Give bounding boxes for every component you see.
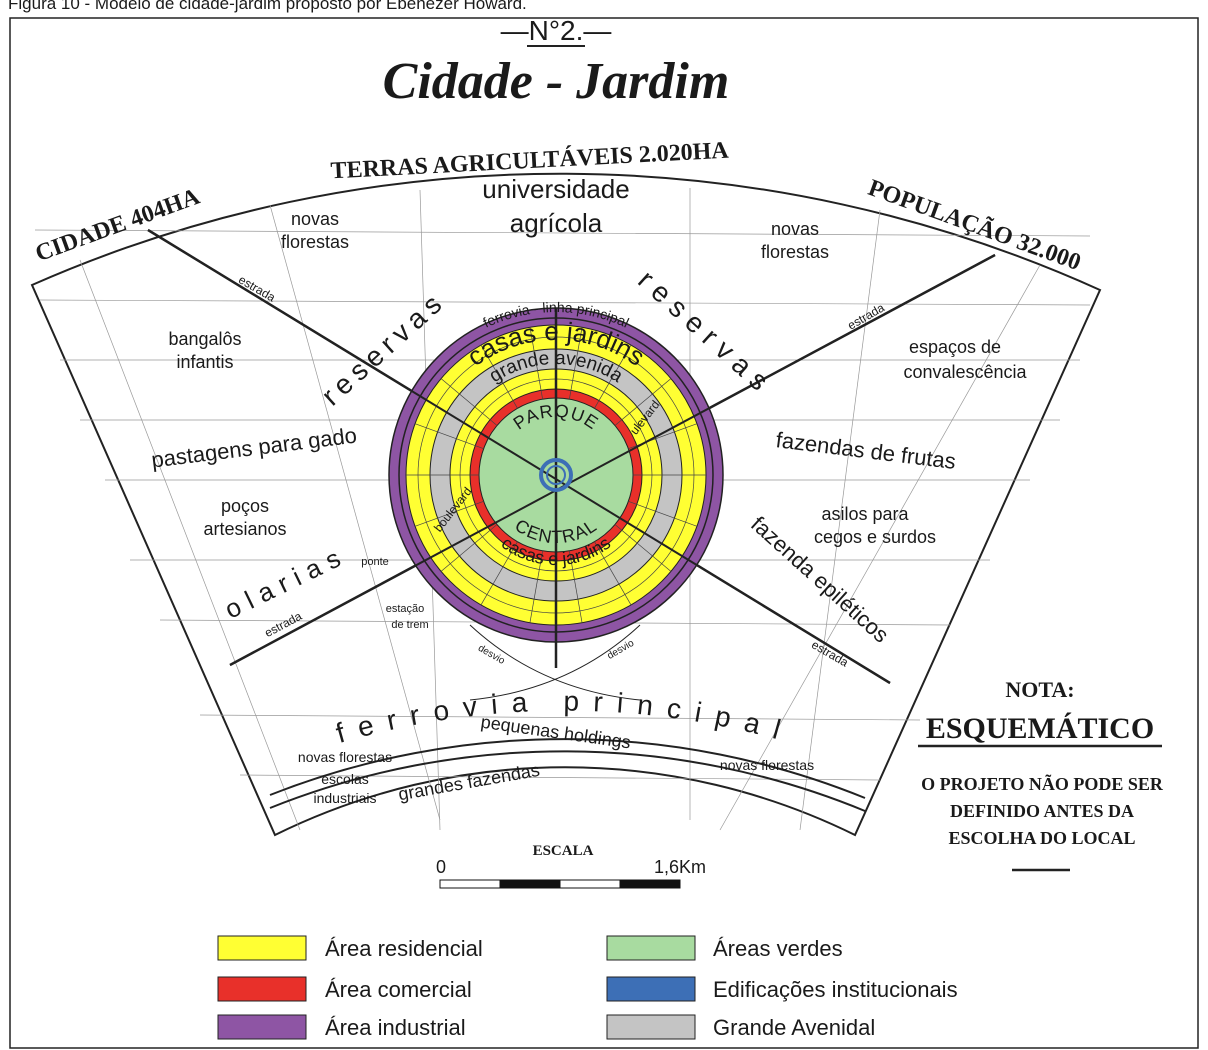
- note-line: DEFINIDO ANTES DA: [950, 801, 1134, 821]
- place-label: universidade: [482, 174, 629, 204]
- legend-label: Área comercial: [325, 977, 472, 1002]
- siding: [469, 624, 641, 701]
- legend-label: Área industrial: [325, 1015, 466, 1040]
- legend-swatch: [606, 976, 696, 1002]
- title: Cidade - Jardim: [383, 53, 730, 110]
- note-line: ESCOLHA DO LOCAL: [948, 828, 1135, 848]
- note-heading: ESQUEMÁTICO: [926, 712, 1154, 745]
- scale-bar: [559, 879, 621, 889]
- legend-swatch: [217, 1014, 307, 1040]
- place-label: florestas: [761, 242, 829, 262]
- institutional: [539, 458, 573, 492]
- note-line: O PROJETO NÃO PODE SER: [921, 773, 1164, 794]
- scale-bar: [499, 879, 561, 889]
- grid-line: [199, 714, 921, 721]
- grid-line: [39, 299, 1091, 306]
- frame: [9, 17, 1199, 1049]
- place-label: estação: [386, 603, 425, 615]
- place-label: artesianos: [203, 519, 286, 539]
- scale-bar: [439, 879, 501, 889]
- railway: [269, 738, 866, 799]
- institutional: [546, 465, 566, 485]
- siding: [469, 624, 641, 701]
- scale-title: ESCALA: [533, 843, 594, 859]
- place-label: novas: [771, 219, 819, 239]
- place-label: infantis: [176, 352, 233, 372]
- place-label: novas florestas: [298, 749, 392, 765]
- legend-swatch: [606, 935, 696, 961]
- place-label: espaços de: [909, 337, 1001, 357]
- road: [147, 229, 891, 684]
- place-label: florestas: [281, 232, 349, 252]
- scale-start: 0: [436, 857, 446, 877]
- place-label: de trem: [391, 619, 428, 631]
- place-label: ponte: [361, 556, 389, 568]
- place-label: industriais: [313, 790, 376, 806]
- place-label: escolas: [321, 771, 368, 787]
- place-label: cegos e surdos: [814, 527, 936, 547]
- legend-label: Áreas verdes: [713, 936, 843, 961]
- caption: Figura 10 - Modelo de cidade-jardim prop…: [8, 0, 527, 13]
- legend-label: Edificações institucionais: [713, 977, 958, 1002]
- number: —N°2.—: [501, 15, 612, 46]
- place-label: agrícola: [510, 208, 603, 238]
- place-label: convalescência: [903, 362, 1027, 382]
- place-label: novas: [291, 209, 339, 229]
- place-label: bangalôs: [168, 329, 241, 349]
- legend-swatch: [217, 935, 307, 961]
- legend-label: Área residencial: [325, 936, 483, 961]
- place-label: novas florestas: [720, 757, 814, 773]
- legend-swatch: [217, 976, 307, 1002]
- legend-label: Grande Avenidal: [713, 1015, 875, 1040]
- road: [229, 254, 996, 666]
- place-label: poços: [221, 496, 269, 516]
- place-label: asilos para: [821, 504, 909, 524]
- scale-end: 1,6Km: [654, 857, 706, 877]
- railway: [269, 750, 866, 812]
- grid-line: [79, 259, 301, 831]
- grid-line: [34, 229, 1091, 237]
- note-title: NOTA:: [1005, 677, 1074, 702]
- grid-line: [719, 264, 1041, 831]
- legend-swatch: [606, 1014, 696, 1040]
- grid-line: [269, 204, 441, 821]
- grid-line: [799, 209, 881, 831]
- scale-bar: [619, 879, 681, 889]
